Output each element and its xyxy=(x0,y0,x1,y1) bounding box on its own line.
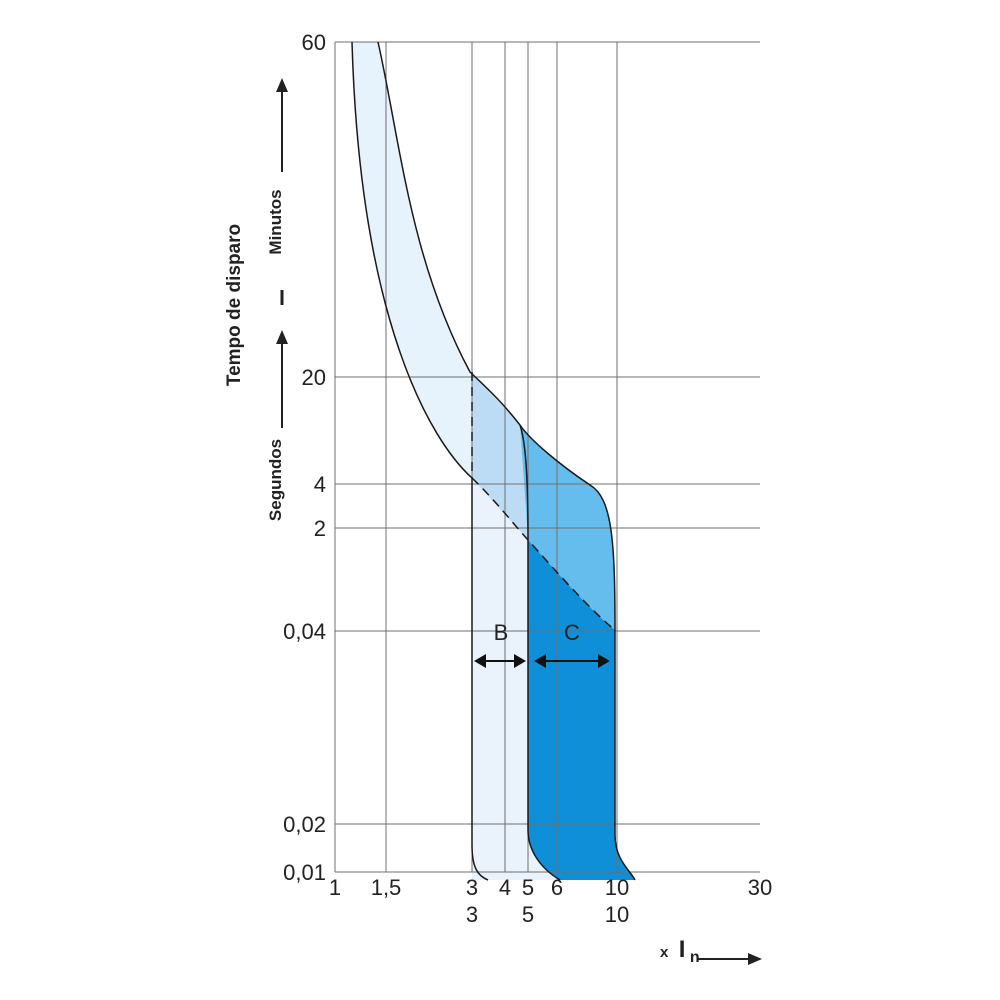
dashed-thermal-extension xyxy=(471,477,616,631)
series-label-b: B xyxy=(494,620,509,645)
x-tick-labels: 1 1,5 3 4 5 6 10 30 3 5 10 xyxy=(329,875,772,927)
x-tick-label: 4 xyxy=(499,875,511,900)
y-axis-title: Tempo de disparo xyxy=(224,224,245,386)
b-overlap-area xyxy=(472,372,528,540)
y-axis-arrows xyxy=(276,78,288,428)
y-tick-label: 4 xyxy=(314,472,326,497)
x-tick-label-row2: 10 xyxy=(605,902,629,927)
y-axis-minutes-label: Minutos xyxy=(266,189,285,254)
x-tick-label: 30 xyxy=(748,875,772,900)
series-label-c: C xyxy=(564,620,580,645)
y-axis-seconds-label: Segundos xyxy=(266,439,285,521)
x-tick-label: 10 xyxy=(605,875,629,900)
thermal-left-curve xyxy=(351,41,473,479)
x-tick-label-row2: 3 xyxy=(466,902,478,927)
y-tick-label: 0,02 xyxy=(283,812,326,837)
x-tick-label: 1 xyxy=(329,875,341,900)
x-tick-label-row2: 5 xyxy=(522,902,534,927)
y-tick-labels: 0,01 0,02 0,04 2 4 20 60 xyxy=(283,30,326,885)
x-axis-arrow xyxy=(698,953,762,965)
c-range-arrow xyxy=(534,654,610,668)
b-range-arrow xyxy=(474,654,526,668)
x-tick-label: 1,5 xyxy=(371,875,402,900)
b-band-area xyxy=(472,478,560,880)
y-tick-label: 0,04 xyxy=(283,619,326,644)
y-tick-label: 20 xyxy=(302,365,326,390)
x-tick-label: 3 xyxy=(466,875,478,900)
x-axis-main: I xyxy=(679,936,686,963)
y-tick-label: 0,01 xyxy=(283,860,326,885)
x-axis-sub: n xyxy=(690,949,700,966)
thermal-right-curve xyxy=(377,41,521,426)
y-tick-label: 60 xyxy=(302,30,326,55)
x-axis-title: x I n xyxy=(660,936,700,966)
x-tick-label: 6 xyxy=(551,875,563,900)
x-axis-prefix: x xyxy=(660,944,669,961)
c-right-boundary xyxy=(519,424,636,881)
x-tick-label: 5 xyxy=(522,875,534,900)
y-tick-label: 2 xyxy=(314,516,326,541)
b-left-boundary xyxy=(471,478,489,881)
